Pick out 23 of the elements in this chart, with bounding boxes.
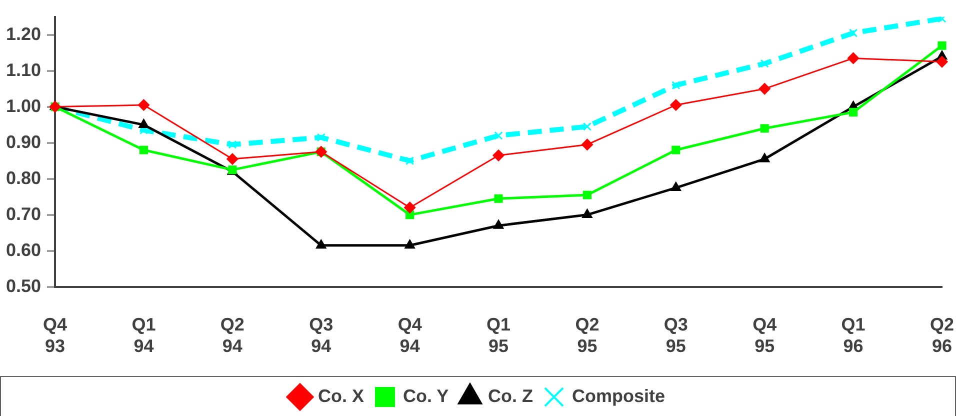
y-tick-label: 0.70 (6, 204, 42, 224)
x-tick-label: Q3 95 (664, 314, 688, 356)
legend-label: Co. Z (488, 386, 534, 406)
x-tick-label: Q4 94 (398, 314, 422, 356)
legend-label: Composite (572, 386, 666, 406)
y-tick-label: 0.60 (6, 240, 42, 260)
x-tick-label: Q1 94 (132, 314, 156, 356)
x-tick-label: Q3 94 (309, 314, 334, 356)
y-tick-label: 1.20 (6, 24, 42, 44)
x-tick-label: Q2 95 (575, 314, 600, 356)
y-tick-label: 1.10 (6, 60, 42, 80)
y-tick-label: 0.80 (6, 168, 42, 188)
x-tick-label: Q1 95 (486, 314, 511, 356)
x-tick-label: Q4 93 (43, 314, 68, 356)
y-tick-label: 1.00 (6, 96, 42, 116)
x-tick-label: Q4 95 (752, 314, 777, 356)
legend-label: Co. X (318, 386, 364, 406)
x-tick-label: Q1 96 (841, 314, 866, 356)
x-tick-label: Q2 94 (220, 314, 244, 356)
legend-label: Co. Y (403, 386, 449, 406)
x-tick-label: Q2 96 (930, 314, 954, 356)
y-tick-label: 0.90 (6, 132, 42, 152)
y-tick-label: 0.50 (6, 276, 42, 296)
